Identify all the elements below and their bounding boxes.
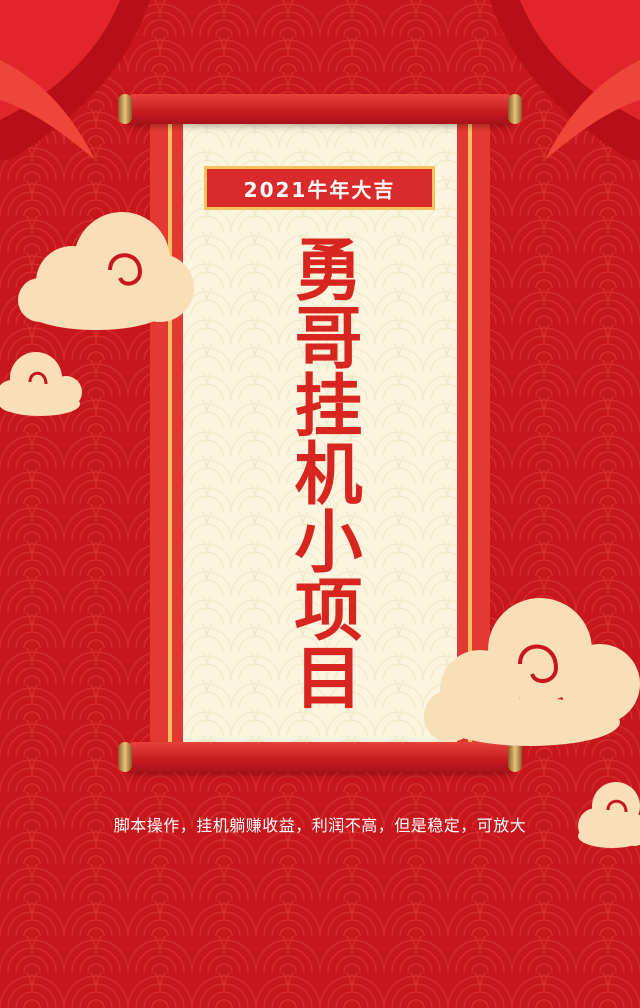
scroll-rod-top [128,94,512,124]
rod-knob [508,94,522,124]
rod-knob [118,742,132,772]
curtains [0,0,640,160]
paper-pattern [183,120,457,745]
rod-knob [508,742,522,772]
curtain-right-icon [490,0,640,160]
cloud-icon [578,782,640,848]
poster-subtitle: 脚本操作，挂机躺赚收益，利润不高，但是稳定，可放大 [113,816,527,835]
curtain-left-icon [0,0,150,160]
scroll-gold-line-right [468,120,472,745]
cloud-icon [424,598,640,746]
cloud-icon [0,352,82,416]
scroll-rod-bottom [128,742,512,772]
scroll-paper [183,120,457,745]
scroll-gold-line-left [168,120,172,745]
poster-title: 勇哥挂机小项目 [282,234,362,710]
rod-knob [118,94,132,124]
cloud-icon [18,212,194,330]
year-badge: 2021牛年大吉 [204,166,435,210]
